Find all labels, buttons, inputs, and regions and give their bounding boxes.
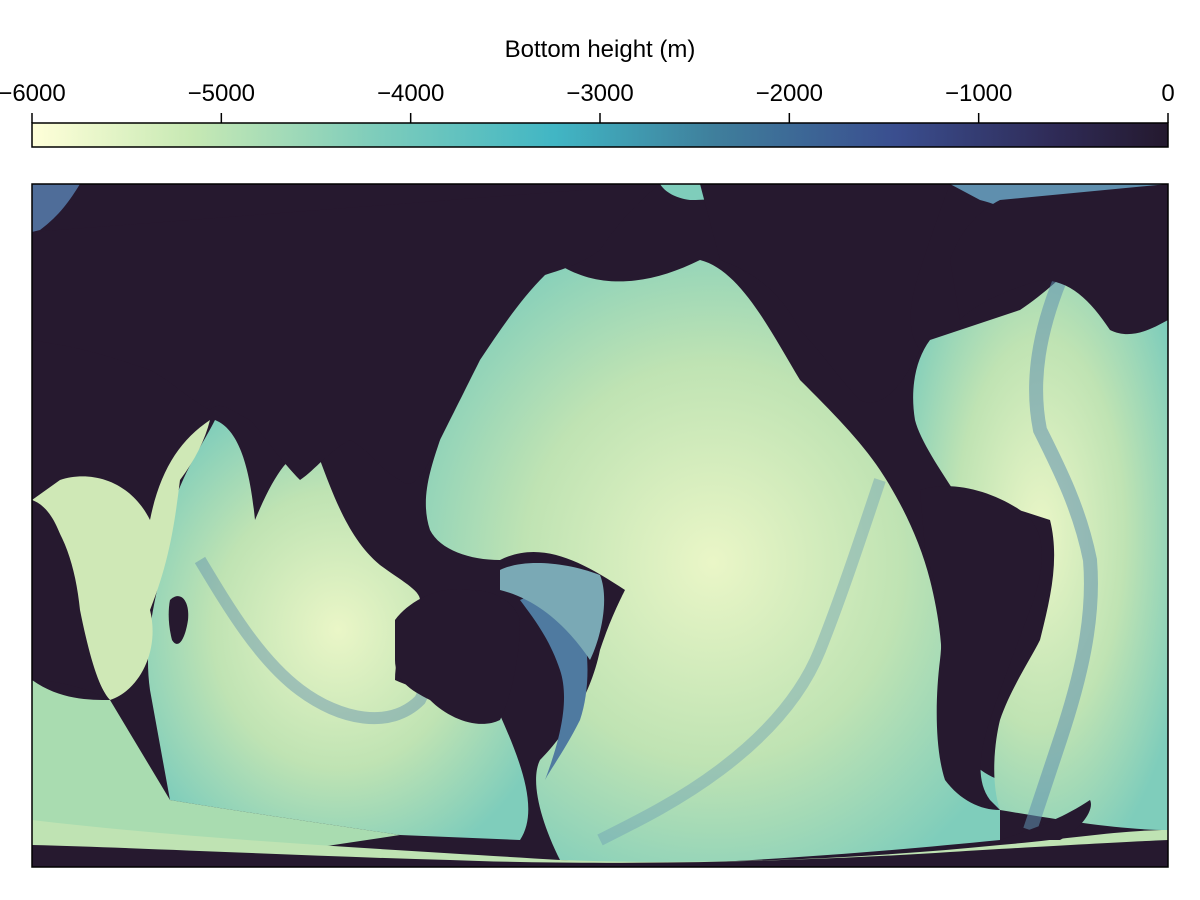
colorbar-tick-label: −1000 [945, 80, 1012, 107]
colorbar-tick-label: 0 [1161, 80, 1174, 107]
colorbar-tick-label: −2000 [756, 80, 823, 107]
colorbar-ticks: −6000 −5000 −4000 −3000 −2000 −1000 0 [0, 80, 1175, 123]
map-frame [31, 183, 1169, 868]
ocean-sw-pacific [500, 563, 605, 660]
land-asia [32, 184, 660, 484]
colorbar-gradient [31, 122, 1169, 148]
ocean-west-indian [32, 420, 210, 700]
ocean-southern [32, 820, 1168, 867]
ocean-indian [147, 420, 529, 840]
bathymetry-map [32, 184, 1168, 867]
land-australia [395, 589, 520, 724]
colorbar-title: Bottom height (m) [505, 36, 696, 63]
land-antarctic-peninsula [1000, 800, 1091, 840]
ocean-southwest [32, 680, 400, 850]
land-north-america [700, 184, 950, 403]
colorbar-tick-label: −5000 [188, 80, 255, 107]
ocean-pacific [425, 260, 1000, 865]
land-south-america [920, 486, 1042, 810]
ocean-northwest [32, 184, 80, 232]
colorbar-tick-label: −4000 [377, 80, 444, 107]
ridge-east-pacific [597, 478, 886, 846]
land-madagascar [168, 596, 189, 644]
ridge-mid-atlantic [1023, 277, 1098, 833]
antarctica-coast [32, 840, 1168, 867]
colorbar: Bottom height (m) −6000 −5000 −4000 −3000 −2… [0, 36, 1175, 148]
land-greenland-europe [950, 184, 1168, 335]
colorbar-tick-label: −6000 [0, 80, 66, 107]
ocean-atlantic [913, 237, 1168, 831]
colorbar-tick-label: −3000 [566, 80, 633, 107]
land-africa-south [32, 500, 110, 700]
ocean-tasman [520, 596, 588, 780]
